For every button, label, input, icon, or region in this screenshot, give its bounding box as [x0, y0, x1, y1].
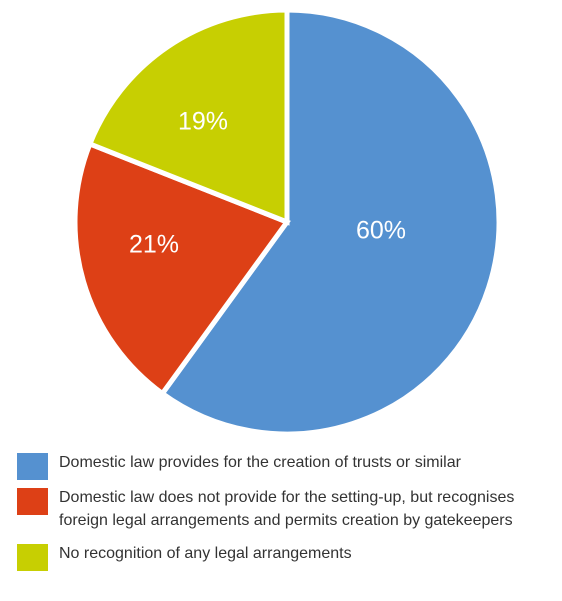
slice-domestic-law-provides [158, 7, 502, 437]
legend-item-no-recognition: No recognition of any legal arrangements [17, 542, 557, 571]
legend-swatch-yellow-green [17, 544, 48, 571]
slice-value-label: 60% [356, 217, 406, 245]
slice-no-recognition [86, 7, 290, 226]
pie-chart: 60% 21% 19% [72, 7, 502, 437]
legend-item-recognises-foreign: Domestic law does not provide for the se… [17, 486, 557, 532]
legend-swatch-red [17, 488, 48, 515]
legend-label: Domestic law does not provide for the se… [59, 489, 515, 529]
slice-recognises-foreign [72, 140, 291, 398]
legend: Domestic law provides for the creation o… [17, 451, 557, 571]
legend-label: Domestic law provides for the creation o… [59, 454, 461, 471]
slice-value-label: 21% [129, 231, 179, 259]
slice-value-label: 19% [178, 108, 228, 136]
legend-swatch-blue [17, 453, 48, 480]
legend-item-domestic-law-provides: Domestic law provides for the creation o… [17, 451, 557, 480]
legend-label: No recognition of any legal arrangements [59, 545, 352, 562]
